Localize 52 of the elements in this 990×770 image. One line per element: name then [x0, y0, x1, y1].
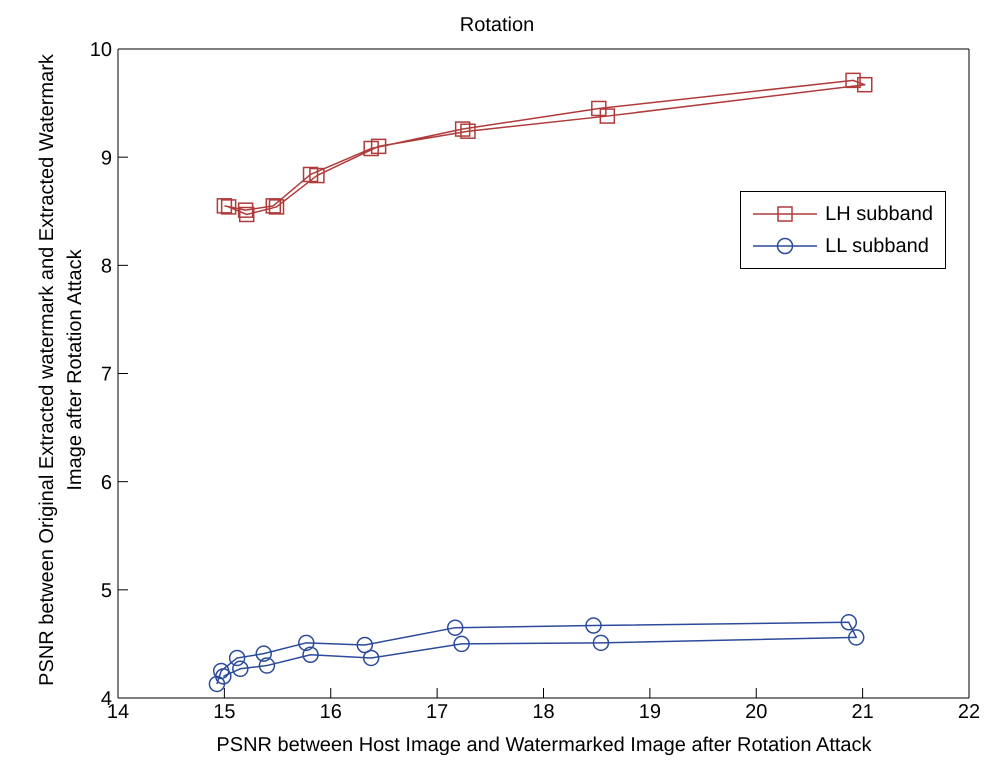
- point: [220, 199, 236, 215]
- point: [585, 617, 602, 634]
- y-tick-label: 6: [100, 472, 112, 494]
- point: [363, 140, 379, 156]
- x-tick-label: 19: [638, 701, 661, 724]
- point: [302, 646, 319, 663]
- x-tick-label: 20: [745, 701, 768, 724]
- point: [370, 138, 386, 154]
- point: [600, 108, 616, 124]
- x-tick-label: 16: [320, 701, 342, 724]
- point: [460, 123, 476, 139]
- y-tick-label: 9: [100, 147, 112, 170]
- point: [454, 121, 470, 137]
- point: [446, 619, 464, 636]
- point: [212, 662, 230, 680]
- point: [238, 202, 254, 218]
- point: [362, 650, 380, 666]
- point: [255, 645, 272, 662]
- x-tick-label: 15: [213, 701, 236, 724]
- point: [266, 198, 282, 214]
- y-axis-title: PSNR between Original Extracted watermark and Extracted Watermark Image after Rotation Attack: [36, 54, 86, 686]
- point: [232, 660, 249, 678]
- point: [453, 636, 470, 652]
- point: [302, 166, 318, 182]
- x-tick-label: 21: [852, 701, 874, 724]
- y-tick-label: 10: [90, 39, 112, 62]
- point: [356, 636, 374, 654]
- point: [215, 668, 232, 685]
- y-tick-label: 8: [100, 255, 112, 278]
- x-tick-label: 17: [426, 701, 448, 724]
- point: [298, 634, 315, 652]
- x-axis-title: PSNR between Host Image and Watermarked Image after Rotation Attack: [215, 734, 873, 757]
- point: [258, 657, 276, 674]
- point: [845, 72, 861, 88]
- point: [592, 634, 610, 652]
- point: [208, 676, 226, 692]
- y-tick-label: 7: [100, 364, 112, 386]
- point: [238, 206, 254, 222]
- point: [216, 198, 232, 214]
- y-tick-label: 5: [100, 580, 112, 602]
- point: [268, 199, 284, 215]
- point: [309, 168, 325, 184]
- chart-title: Rotation: [458, 14, 536, 37]
- legend-label: LL subband: [825, 234, 929, 258]
- legend-label: LH subband: [825, 202, 933, 226]
- point: [840, 614, 858, 631]
- point: [591, 100, 607, 116]
- point: [228, 650, 246, 666]
- point: [848, 629, 864, 646]
- x-tick-label: 18: [532, 701, 555, 724]
- x-tick-label: 22: [958, 701, 980, 724]
- point: [857, 76, 873, 92]
